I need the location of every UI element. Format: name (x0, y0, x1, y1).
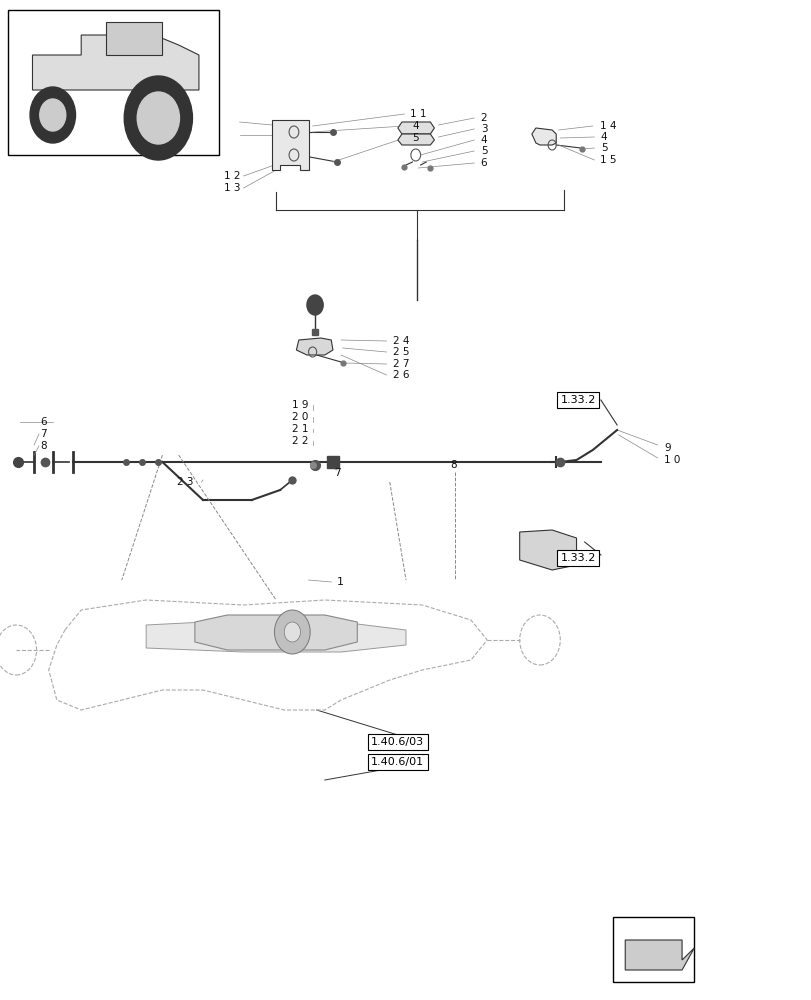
Text: 1.33.2: 1.33.2 (560, 553, 595, 563)
Text: 7: 7 (41, 429, 47, 439)
Circle shape (274, 610, 310, 654)
Text: 1.40.6/03: 1.40.6/03 (371, 737, 424, 747)
Text: 2 5: 2 5 (393, 347, 409, 357)
Text: 5: 5 (480, 146, 487, 156)
Text: 2 2: 2 2 (292, 436, 308, 446)
Polygon shape (296, 338, 333, 355)
Text: 1 5: 1 5 (599, 155, 616, 165)
Text: 6: 6 (480, 158, 487, 168)
Text: 6: 6 (41, 417, 47, 427)
Text: 2 1: 2 1 (292, 424, 308, 434)
Text: 1 9: 1 9 (292, 400, 308, 410)
Text: 1.33.2: 1.33.2 (560, 395, 595, 405)
Text: 7: 7 (334, 468, 341, 478)
Text: 1 4: 1 4 (599, 121, 616, 131)
Polygon shape (272, 120, 308, 170)
Text: 3: 3 (480, 124, 487, 134)
FancyBboxPatch shape (8, 10, 219, 155)
Circle shape (307, 295, 323, 315)
Text: 8: 8 (450, 460, 457, 470)
Text: 1 1: 1 1 (410, 109, 426, 119)
Text: 9: 9 (663, 443, 670, 453)
Polygon shape (146, 620, 406, 652)
Text: 5: 5 (412, 133, 418, 143)
Polygon shape (397, 122, 434, 134)
Text: 4: 4 (412, 121, 418, 131)
FancyBboxPatch shape (612, 917, 693, 982)
Text: 1: 1 (337, 577, 344, 587)
Polygon shape (195, 615, 357, 650)
Polygon shape (397, 134, 434, 145)
Polygon shape (105, 22, 162, 55)
Text: 2: 2 (480, 113, 487, 123)
Text: 1 2: 1 2 (224, 171, 240, 181)
Text: 4: 4 (600, 132, 607, 142)
Text: 2 3: 2 3 (177, 477, 193, 487)
Text: 4: 4 (480, 135, 487, 145)
Polygon shape (624, 940, 693, 970)
Text: 2 6: 2 6 (393, 370, 409, 380)
Polygon shape (531, 128, 556, 145)
Polygon shape (32, 35, 199, 90)
Text: 2 4: 2 4 (393, 336, 409, 346)
Text: 2 0: 2 0 (292, 412, 308, 422)
Text: 1 3: 1 3 (224, 183, 240, 193)
Text: 5: 5 (600, 143, 607, 153)
Circle shape (40, 99, 66, 131)
Circle shape (284, 622, 300, 642)
Text: 1.40.6/01: 1.40.6/01 (371, 757, 424, 767)
Circle shape (124, 76, 192, 160)
Circle shape (137, 92, 179, 144)
Circle shape (30, 87, 75, 143)
Text: 2 7: 2 7 (393, 359, 409, 369)
Polygon shape (519, 530, 576, 570)
Text: 8: 8 (41, 441, 47, 451)
Text: 1 0: 1 0 (663, 455, 680, 465)
